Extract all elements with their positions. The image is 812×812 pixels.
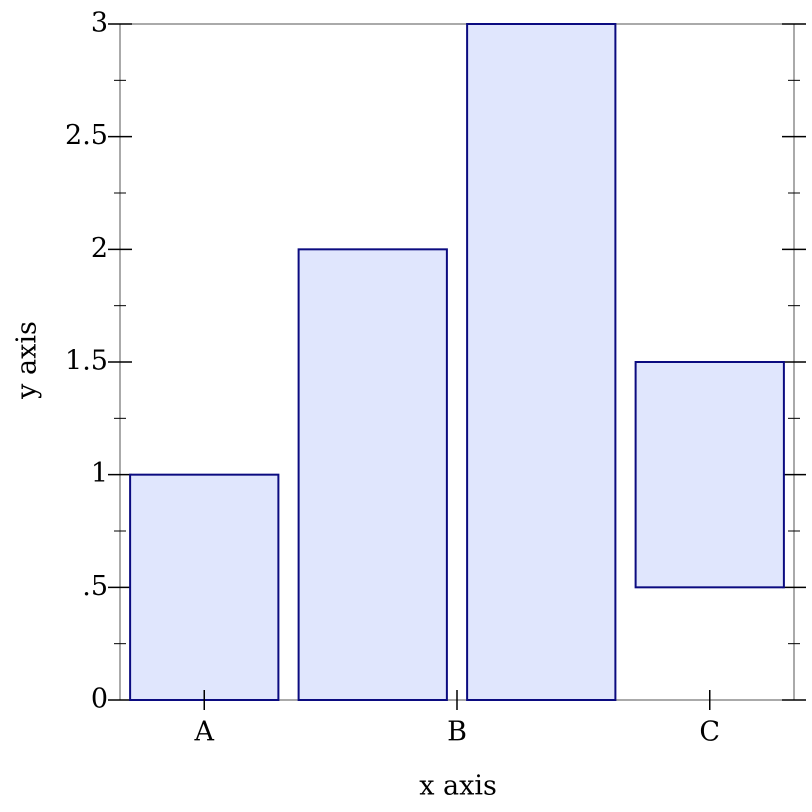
y-axis-label: y axis [12, 321, 43, 400]
bar [634, 361, 785, 589]
x-tick-label: A [194, 717, 215, 748]
bar [129, 473, 280, 701]
bar [297, 248, 448, 701]
y-tick-label: .5 [82, 571, 108, 602]
y-tick-label: 0 [91, 684, 108, 715]
y-tick-label: 1.5 [65, 346, 108, 377]
y-tick-label: 2.5 [65, 120, 108, 151]
y-tick-label: 2 [91, 233, 108, 264]
bar [466, 23, 617, 701]
x-tick-label: C [699, 717, 720, 748]
x-axis-label: x axis [419, 771, 497, 802]
x-tick-label: B [447, 717, 467, 748]
y-tick-label: 3 [91, 8, 108, 39]
y-tick-label: 1 [91, 458, 108, 489]
